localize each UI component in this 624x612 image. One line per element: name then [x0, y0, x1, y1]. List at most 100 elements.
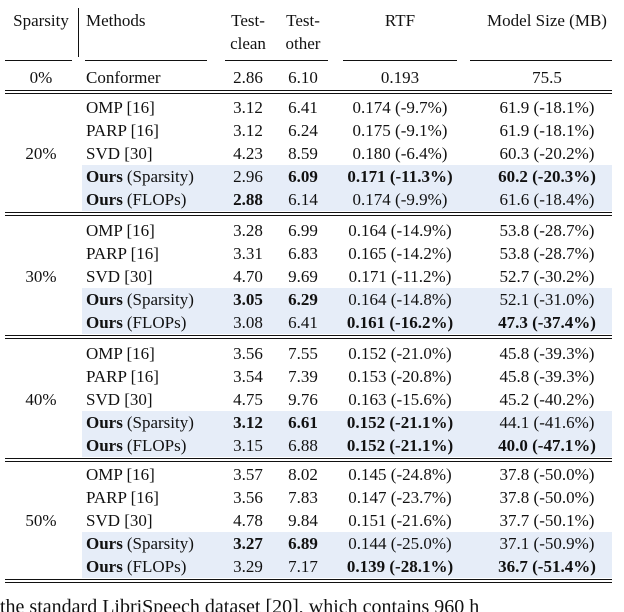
value-cell: 6.14 [288, 190, 318, 209]
value-cell: 7.83 [288, 488, 318, 507]
method-name: (FLOPs) [126, 190, 187, 209]
sparsity-cell: 0% [29, 68, 53, 87]
value-cell: 6.09 [288, 167, 318, 186]
value-cell: 37.7 (-50.1%) [499, 511, 595, 530]
value-cell: 0.193 [380, 68, 420, 87]
value-cell: 9.69 [288, 267, 318, 286]
sparsity-cell: 50% [25, 511, 57, 530]
rule [5, 461, 612, 462]
rule [5, 338, 612, 339]
method-cell: PARP [16] [86, 365, 159, 388]
value-cell: 0.164 (-14.9%) [348, 221, 452, 240]
header-cell: Model Size (MB) [487, 11, 607, 30]
method-name: SVD [30] [86, 267, 153, 286]
value-cell: 4.70 [233, 267, 263, 286]
header-cell: Test- [286, 11, 320, 30]
value-cell: 6.41 [288, 98, 318, 117]
value-cell: 6.83 [288, 244, 318, 263]
value-cell: 37.1 (-50.9%) [499, 534, 595, 553]
rule [5, 212, 612, 213]
value-cell: 6.10 [288, 68, 318, 87]
rule [5, 93, 612, 94]
value-cell: 3.56 [233, 344, 263, 363]
value-cell: 3.12 [233, 413, 263, 432]
value-cell: 0.153 (-20.8%) [348, 367, 452, 386]
value-cell: 53.8 (-28.7%) [499, 244, 595, 263]
value-cell: 6.24 [288, 121, 318, 140]
rule [5, 335, 612, 336]
rule [5, 90, 612, 91]
value-cell: 0.180 (-6.4%) [352, 144, 448, 163]
value-cell: 3.31 [233, 244, 263, 263]
value-cell: 52.7 (-30.2%) [499, 267, 595, 286]
method-cell: SVD [30] [86, 509, 153, 532]
row-highlight [82, 311, 612, 334]
method-cell: OMP [16] [86, 219, 155, 242]
method-cell: PARP [16] [86, 242, 159, 265]
method-name: (FLOPs) [126, 557, 187, 576]
value-cell: 60.2 (-20.3%) [498, 167, 596, 186]
row-highlight [82, 188, 612, 211]
method-cell: OMP [16] [86, 463, 155, 486]
method-cell: SVD [30] [86, 265, 153, 288]
value-cell: 61.9 (-18.1%) [499, 121, 595, 140]
row-highlight [82, 165, 612, 188]
method-name: PARP [16] [86, 244, 159, 263]
value-cell: 0.151 (-21.6%) [348, 511, 452, 530]
value-cell: 3.28 [233, 221, 263, 240]
method-bold: Ours [86, 436, 123, 455]
rule [5, 215, 612, 216]
header-cell: Methods [86, 11, 146, 30]
method-name: (Sparsity) [126, 167, 194, 186]
method-name: OMP [16] [86, 98, 155, 117]
row-highlight [82, 434, 612, 457]
value-cell: 0.171 (-11.3%) [347, 167, 453, 186]
value-cell: 3.54 [233, 367, 263, 386]
header-cell: Sparsity [13, 11, 69, 30]
method-cell: Ours (FLOPs) [86, 555, 186, 578]
value-cell: 47.3 (-37.4%) [498, 313, 596, 332]
value-cell: 8.02 [288, 465, 318, 484]
caption-fragment: the standard LibriSpeech dataset [20], w… [0, 596, 480, 612]
value-cell: 0.171 (-11.2%) [348, 267, 452, 286]
method-cell: OMP [16] [86, 342, 155, 365]
method-cell: Ours (FLOPs) [86, 188, 186, 211]
value-cell: 2.96 [233, 167, 263, 186]
method-name: (Sparsity) [126, 290, 194, 309]
method-name: SVD [30] [86, 511, 153, 530]
value-cell: 52.1 (-31.0%) [499, 290, 595, 309]
rule [470, 60, 612, 61]
value-cell: 8.59 [288, 144, 318, 163]
method-name: (Sparsity) [126, 413, 194, 432]
value-cell: 9.84 [288, 511, 318, 530]
value-cell: 0.174 (-9.9%) [352, 190, 448, 209]
method-name: OMP [16] [86, 344, 155, 363]
method-name: (FLOPs) [126, 436, 187, 455]
value-cell: 0.152 (-21.1%) [346, 413, 454, 432]
method-cell: PARP [16] [86, 119, 159, 142]
value-cell: 60.3 (-20.2%) [499, 144, 595, 163]
value-cell: 6.29 [288, 290, 318, 309]
value-cell: 37.8 (-50.0%) [499, 465, 595, 484]
row-highlight [82, 411, 612, 434]
value-cell: 4.78 [233, 511, 263, 530]
method-cell: Ours (FLOPs) [86, 311, 186, 334]
rule [343, 60, 457, 61]
value-cell: 45.2 (-40.2%) [499, 390, 595, 409]
value-cell: 3.56 [233, 488, 263, 507]
value-cell: 2.88 [233, 190, 263, 209]
value-cell: 0.164 (-14.8%) [348, 290, 452, 309]
value-cell: 0.145 (-24.8%) [348, 465, 452, 484]
value-cell: 9.76 [288, 390, 318, 409]
value-cell: 0.139 (-28.1%) [346, 557, 454, 576]
value-cell: 0.175 (-9.1%) [352, 121, 448, 140]
value-cell: 40.0 (-47.1%) [498, 436, 596, 455]
method-bold: Ours [86, 534, 123, 553]
value-cell: 3.15 [233, 436, 263, 455]
method-cell: Ours (Sparsity) [86, 165, 194, 188]
value-cell: 3.27 [233, 534, 263, 553]
value-cell: 6.61 [288, 413, 318, 432]
value-cell: 44.1 (-41.6%) [499, 413, 595, 432]
header-cell: clean [230, 34, 266, 53]
method-bold: Ours [86, 167, 123, 186]
